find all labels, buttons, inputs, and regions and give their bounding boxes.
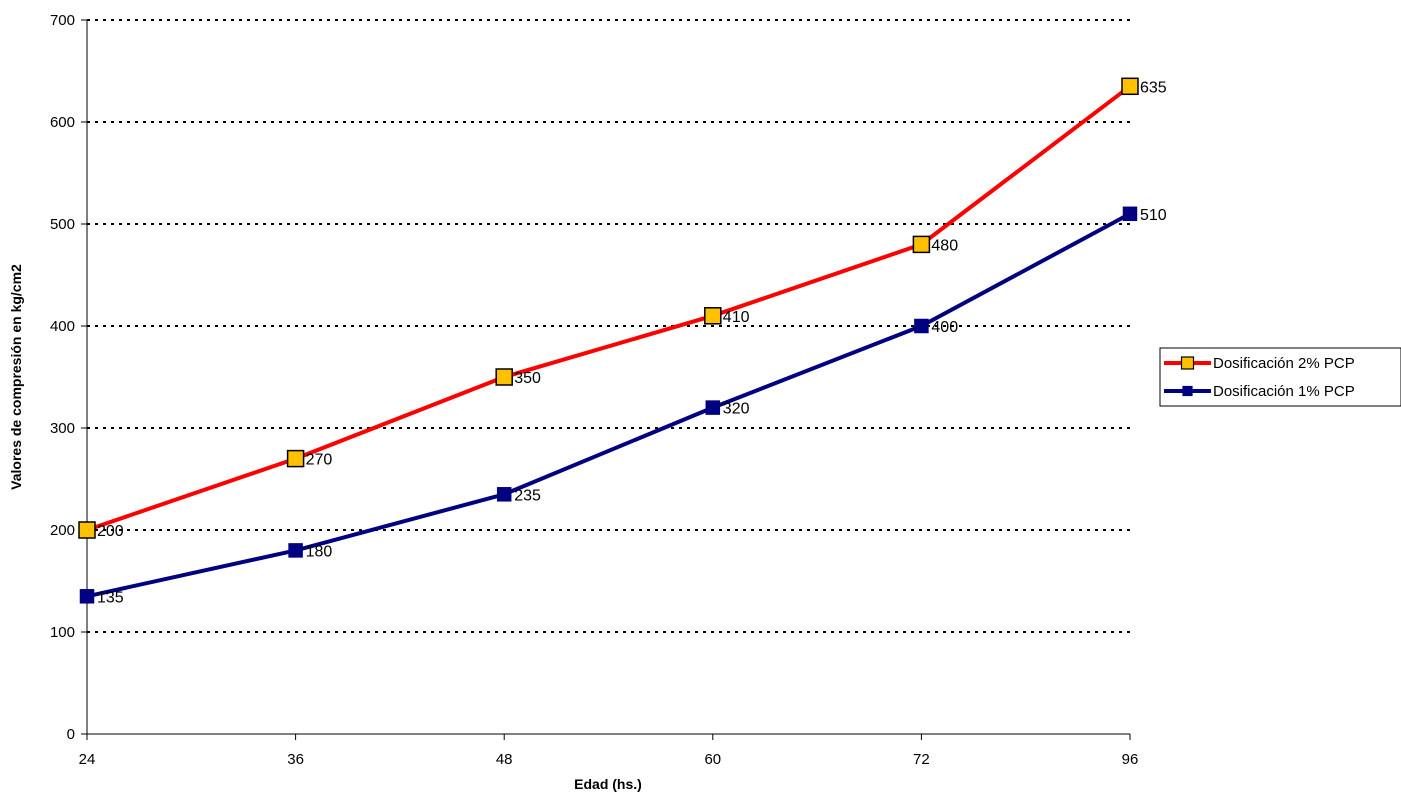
x-tick-labels: 24 36 48 60 72 96 (79, 734, 1139, 768)
series-2-point (79, 589, 95, 604)
y-tick-label: 200 (50, 522, 75, 539)
y-tick-labels: 0 100 200 300 400 500 600 700 (50, 12, 87, 743)
x-tick-label: 96 (1122, 751, 1139, 768)
series-2-point (914, 318, 929, 334)
series-2-point (1122, 206, 1138, 222)
series-1-point (912, 235, 931, 254)
series-1-point (286, 449, 305, 468)
x-tick-label: 24 (79, 751, 96, 768)
x-tick-label: 48 (496, 751, 513, 768)
data-label: 410 (723, 309, 750, 326)
series-1-point (1121, 77, 1139, 96)
legend: Dosificación 2% PCP Dosificación 1% PCP (1159, 347, 1401, 407)
data-label: 480 (931, 237, 958, 254)
data-label: 350 (514, 370, 541, 387)
series-1-point (78, 521, 96, 539)
data-label: 320 (723, 401, 750, 418)
legend-label-1: Dosificación 2% PCP (1213, 355, 1355, 372)
x-tick-label: 36 (287, 751, 304, 768)
y-tick-label: 0 (67, 726, 75, 743)
series-2-point (705, 400, 721, 415)
data-label: 510 (1140, 207, 1167, 224)
series-line-1 (86, 84, 1132, 532)
data-label: 200 (97, 523, 124, 540)
data-label: 400 (931, 319, 958, 336)
series-2-point (288, 543, 303, 558)
y-tick-label: 100 (50, 624, 75, 641)
data-labels: 200 270 350 410 480 635 135 180 235 320 400 510 (97, 79, 1167, 606)
y-tick-label: 500 (50, 216, 75, 233)
legend-box (1159, 347, 1401, 407)
series-2-point (496, 487, 512, 502)
series-line-2 (86, 212, 1131, 599)
y-tick-label: 700 (50, 12, 75, 29)
series-1-point (495, 368, 513, 386)
series-layer (78, 77, 1139, 604)
x-tick-label: 60 (704, 751, 721, 768)
data-label: 235 (514, 487, 541, 504)
series-1-point (704, 307, 722, 325)
x-axis-title: Edad (hs.) (574, 776, 642, 792)
legend-marker-2 (1182, 385, 1193, 397)
data-label: 635 (1140, 79, 1167, 96)
y-tick-label: 400 (50, 318, 75, 335)
data-label: 270 (306, 452, 333, 469)
data-label: 180 (306, 543, 333, 560)
y-tick-label: 300 (50, 420, 75, 437)
gridlines (87, 19, 1130, 633)
legend-marker-1 (1180, 356, 1195, 370)
y-tick-label: 600 (50, 114, 75, 131)
axes (86, 20, 1130, 735)
y-axis-title: Valores de compresión en kg/cm2 (8, 264, 24, 490)
x-tick-label: 72 (913, 751, 930, 768)
legend-label-2: Dosificación 1% PCP (1213, 383, 1355, 400)
data-label: 135 (97, 589, 124, 606)
